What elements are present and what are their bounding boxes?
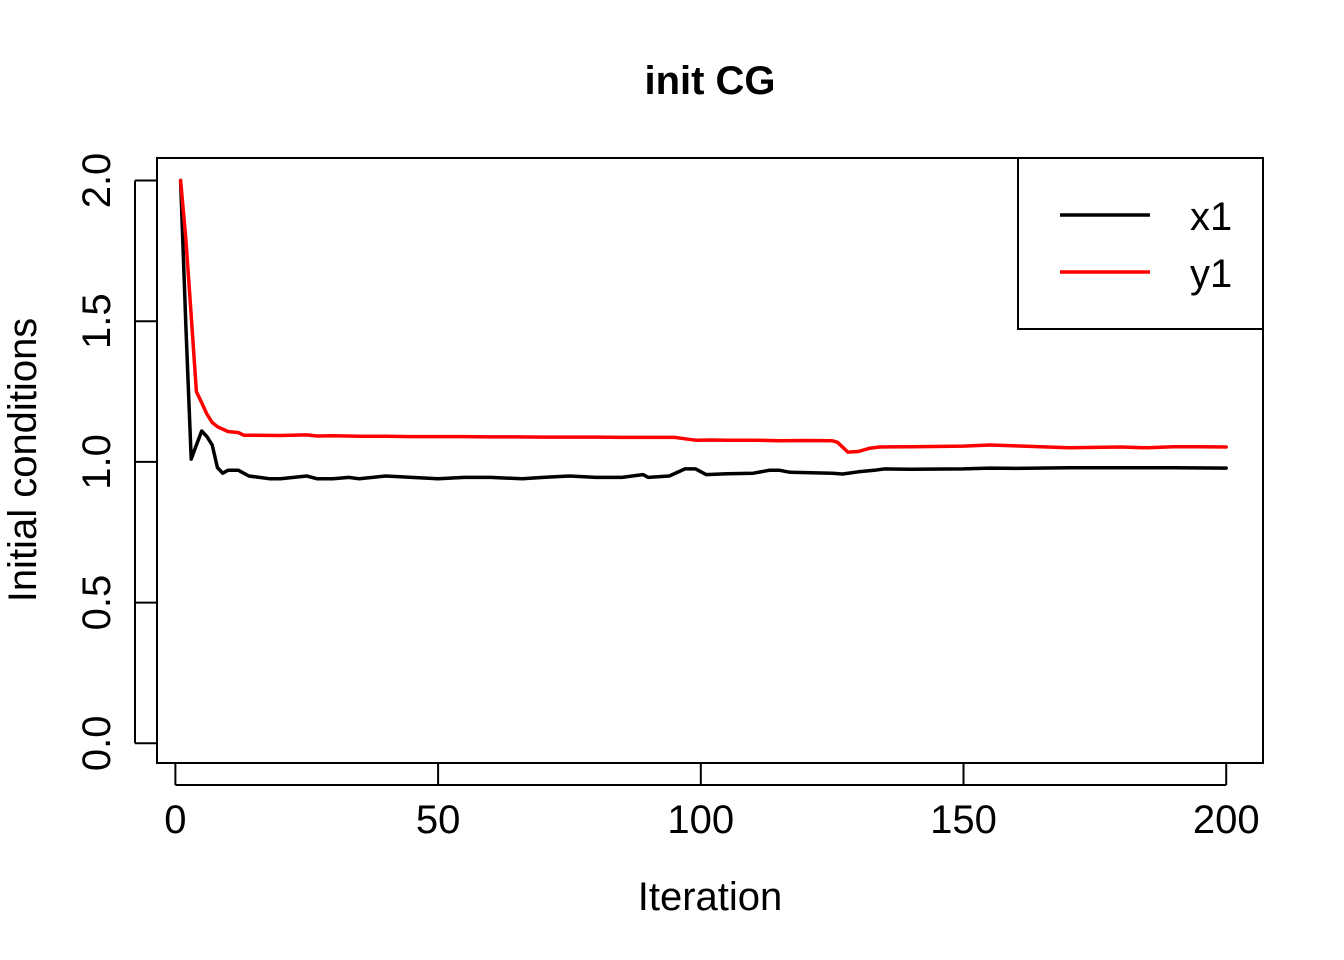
x-tick-label: 0 bbox=[164, 798, 186, 842]
plot-frame bbox=[156, 157, 1264, 764]
x-axis-label: Iteration bbox=[638, 875, 783, 919]
x-tick-label: 150 bbox=[930, 798, 997, 842]
y-tick-label: 0.0 bbox=[75, 715, 119, 771]
y-tick-label: 0.5 bbox=[75, 575, 119, 631]
legend-label-x1: x1 bbox=[1190, 195, 1232, 239]
series-layer bbox=[178, 178, 1228, 481]
legend-label-y1: y1 bbox=[1190, 252, 1232, 296]
y-axis: 0.0 0.5 1.0 1.5 2.0 bbox=[75, 153, 157, 771]
y-axis-label: Initial conditions bbox=[1, 318, 45, 603]
chart-title: init CG bbox=[644, 59, 775, 103]
y-tick-label: 2.0 bbox=[75, 153, 119, 209]
x-tick-label: 100 bbox=[667, 798, 734, 842]
series-line-y1 bbox=[178, 178, 1228, 454]
legend-box bbox=[1017, 157, 1264, 330]
y-tick-label: 1.5 bbox=[75, 293, 119, 349]
x-tick-label: 200 bbox=[1193, 798, 1260, 842]
series-line-x1 bbox=[178, 178, 1228, 481]
x-axis: 0 50 100 150 200 bbox=[164, 763, 1260, 842]
x-tick-label: 50 bbox=[416, 798, 461, 842]
y-tick-label: 1.0 bbox=[75, 434, 119, 490]
